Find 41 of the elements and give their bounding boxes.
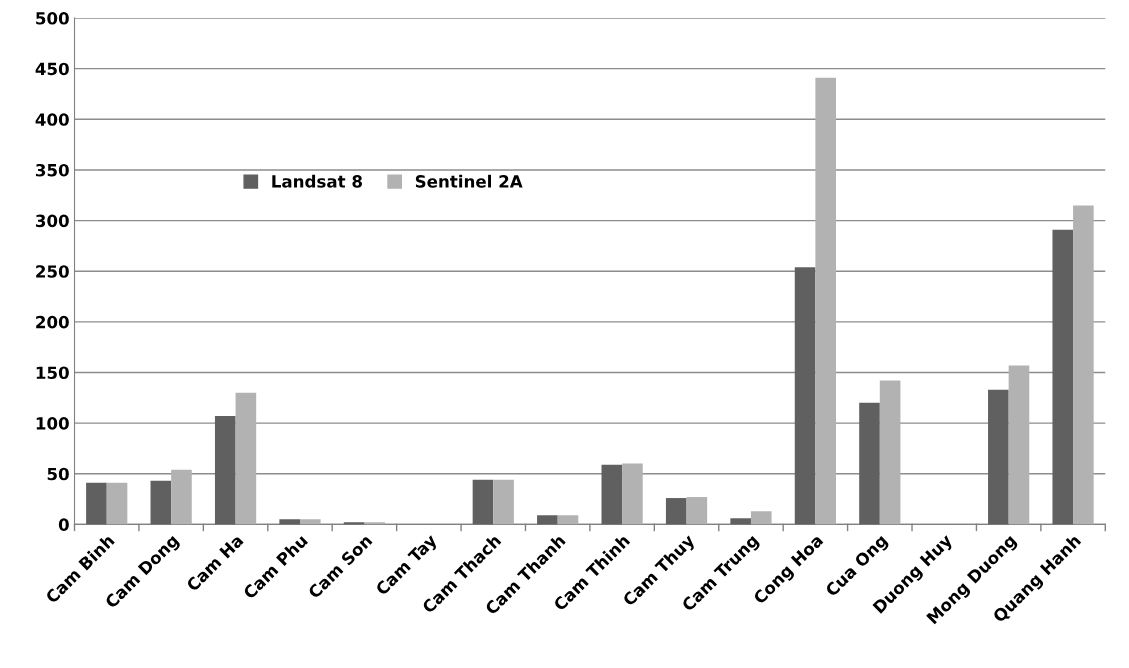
bar: [279, 519, 300, 525]
bar: [665, 498, 687, 525]
bar: [235, 392, 257, 525]
bar: [300, 519, 321, 525]
y-tick-label: 0: [58, 518, 69, 531]
bar: [106, 482, 128, 525]
bar: [557, 515, 579, 525]
legend-label: Landsat 8: [272, 174, 362, 188]
y-tick-label: 150: [36, 366, 69, 380]
bar: [150, 480, 172, 525]
bar: [988, 389, 1009, 525]
bar: [537, 515, 558, 525]
bar: [730, 518, 751, 525]
y-tick-label: 300: [35, 214, 69, 228]
bar: [622, 463, 643, 525]
y-tick-label: 400: [35, 113, 69, 126]
bar: [859, 402, 880, 525]
bar: [86, 482, 107, 525]
y-tick-label: 350: [35, 163, 69, 177]
bar: [601, 464, 623, 525]
bar: [171, 469, 192, 525]
y-tick-label: 50: [47, 467, 69, 481]
y-tick-label: 250: [36, 265, 69, 278]
bar: [472, 479, 494, 525]
bar: [879, 380, 901, 525]
bar: [493, 479, 514, 525]
y-tick-label: 450: [35, 62, 69, 76]
bar: [750, 511, 772, 525]
bar: [1008, 365, 1030, 525]
y-tick-label: 500: [36, 12, 69, 25]
bar: [1073, 205, 1094, 525]
y-tick-label: 200: [36, 315, 69, 329]
bar: [364, 522, 386, 525]
bar: [1052, 229, 1074, 525]
bar: [343, 522, 365, 525]
bar: [794, 267, 816, 525]
y-tick-label: 100: [36, 417, 69, 430]
bar: [815, 77, 836, 525]
bar: [214, 416, 236, 525]
legend-label: Sentinel 2A: [415, 174, 523, 188]
bar: [686, 497, 708, 525]
